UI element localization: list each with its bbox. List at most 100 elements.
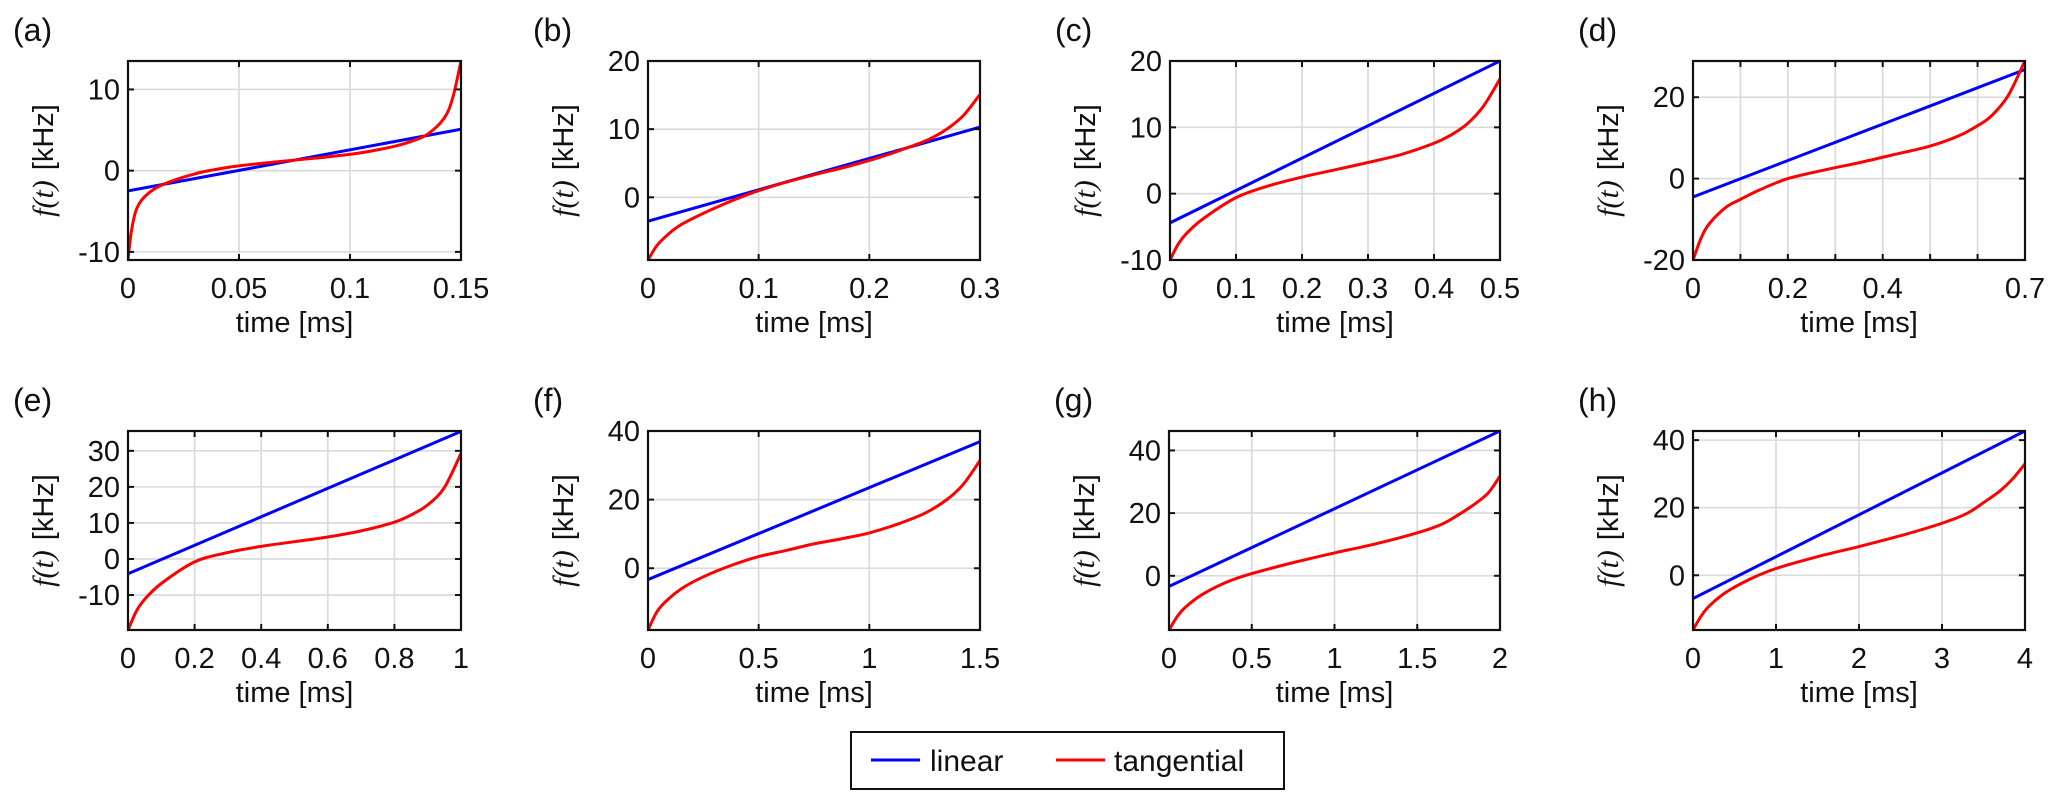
- plot-area: [1170, 61, 1500, 260]
- y-tick-label: 0: [104, 156, 120, 188]
- x-tick-label: 0.2: [1282, 273, 1322, 305]
- panel-label: (g): [1054, 382, 1093, 418]
- y-tick-label: 40: [1129, 435, 1161, 467]
- y-axis-label-func: f(t): [1068, 550, 1101, 587]
- y-tick-label: 10: [88, 74, 120, 106]
- x-axis-label: time [ms]: [1800, 307, 1918, 339]
- y-axis-label-func: f(t): [1592, 550, 1625, 587]
- series-tangential: [648, 459, 980, 631]
- y-axis-label: f(t) [kHz]: [1068, 474, 1101, 587]
- axes-frame: [1691, 429, 2027, 632]
- y-axis-label-unit: [kHz]: [28, 474, 60, 540]
- y-axis-label: f(t) [kHz]: [1069, 104, 1102, 217]
- y-tick-label: -20: [1643, 245, 1685, 277]
- y-tick-label: -10: [1120, 245, 1162, 277]
- series-tangential: [1693, 59, 2025, 261]
- y-tick-label: -10: [78, 237, 120, 269]
- y-tick-label: 30: [88, 436, 120, 468]
- panel-label: (b): [533, 12, 572, 48]
- axes-frame: [126, 429, 463, 632]
- x-tick-label: 1: [1768, 643, 1784, 675]
- x-tick-label: 0.3: [960, 273, 1000, 305]
- panel-label: (h): [1578, 382, 1617, 418]
- y-axis-label: f(t) [kHz]: [27, 104, 60, 217]
- y-axis-label-unit: [kHz]: [1069, 474, 1101, 540]
- axes-frame: [126, 59, 463, 262]
- panel-b: 0 0.1 0.2 0.3 0 10 20 time [ms] f(t) [kHz] (b): [533, 12, 1000, 339]
- series-tangential: [128, 60, 461, 261]
- y-axis-label: f(t) [kHz]: [27, 474, 60, 587]
- series-linear: [1693, 429, 2025, 600]
- x-tick-label: 1.5: [1397, 643, 1437, 675]
- x-tick-label: 0.5: [1232, 643, 1272, 675]
- y-axis-label-unit: [kHz]: [1593, 474, 1625, 540]
- y-axis-label: f(t) [kHz]: [547, 474, 580, 587]
- x-tick-label: 0.5: [1480, 273, 1520, 305]
- y-axis-label-unit: [kHz]: [1070, 104, 1102, 170]
- y-tick-label: 20: [1653, 493, 1685, 525]
- series-tangential: [1169, 475, 1500, 631]
- y-tick-label: 20: [608, 485, 640, 517]
- series-linear: [1693, 68, 2025, 199]
- x-tick-label: 0: [640, 643, 656, 675]
- axes-frame: [1691, 59, 2027, 262]
- x-tick-label: 2: [1851, 643, 1867, 675]
- x-tick-label: 0.1: [1216, 273, 1256, 305]
- x-tick-label: 0.5: [739, 643, 779, 675]
- y-tick-label: 20: [1653, 82, 1685, 114]
- panel-label: (e): [13, 382, 52, 418]
- y-tick-label: -10: [78, 580, 120, 612]
- x-axis-label: time [ms]: [1800, 677, 1918, 709]
- y-tick-label: 20: [88, 472, 120, 504]
- y-tick-label: 40: [608, 416, 640, 448]
- y-axis-label-func: f(t): [27, 550, 60, 587]
- y-axis-label-func: f(t): [1592, 180, 1625, 217]
- x-axis-label: time [ms]: [755, 677, 873, 709]
- x-tick-label: 0.2: [1768, 273, 1808, 305]
- panel-label: (d): [1578, 12, 1617, 48]
- series-linear: [1169, 429, 1500, 588]
- x-axis-label: time [ms]: [1276, 307, 1394, 339]
- y-axis-label-unit: [kHz]: [548, 104, 580, 170]
- y-axis-label-func: f(t): [27, 180, 60, 217]
- y-tick-label: 20: [608, 46, 640, 78]
- y-tick-label: 20: [1129, 498, 1161, 530]
- series-linear: [648, 440, 980, 581]
- x-axis-label: time [ms]: [755, 307, 873, 339]
- panel-label: (a): [13, 12, 52, 48]
- panel-label: (f): [533, 382, 563, 418]
- y-tick-label: 20: [1130, 46, 1162, 78]
- panel-f: 0 0.5 1 1.5 0 20 40 time [ms] f(t) [kHz] (f): [533, 382, 1000, 709]
- x-tick-label: 0.7: [2005, 273, 2045, 305]
- plot-area: [1693, 61, 2025, 260]
- x-tick-label: 0: [1685, 643, 1701, 675]
- x-tick-label: 1: [453, 643, 469, 675]
- x-tick-label: 1.5: [960, 643, 1000, 675]
- x-tick-label: 0.4: [241, 643, 281, 675]
- panel-label: (c): [1055, 12, 1092, 48]
- y-tick-label: 0: [1669, 560, 1685, 592]
- x-tick-label: 1: [861, 643, 877, 675]
- series-tangential: [128, 452, 461, 631]
- y-tick-label: 0: [1669, 164, 1685, 196]
- y-axis-label-unit: [kHz]: [1593, 104, 1625, 170]
- x-tick-label: 0.6: [308, 643, 348, 675]
- series-linear: [1170, 59, 1500, 225]
- y-tick-label: 0: [1146, 179, 1162, 211]
- x-tick-label: 0: [120, 643, 136, 675]
- y-axis-label-func: f(t): [547, 550, 580, 587]
- x-axis-label: time [ms]: [1276, 677, 1394, 709]
- x-tick-label: 0: [640, 273, 656, 305]
- x-tick-label: 3: [1934, 643, 1950, 675]
- y-tick-label: 10: [1130, 112, 1162, 144]
- x-tick-label: 0.2: [849, 273, 889, 305]
- y-tick-label: 0: [624, 553, 640, 585]
- y-axis-label: f(t) [kHz]: [1592, 474, 1625, 587]
- x-tick-label: 2: [1492, 643, 1508, 675]
- x-tick-label: 0: [1161, 643, 1177, 675]
- y-axis-label-unit: [kHz]: [28, 104, 60, 170]
